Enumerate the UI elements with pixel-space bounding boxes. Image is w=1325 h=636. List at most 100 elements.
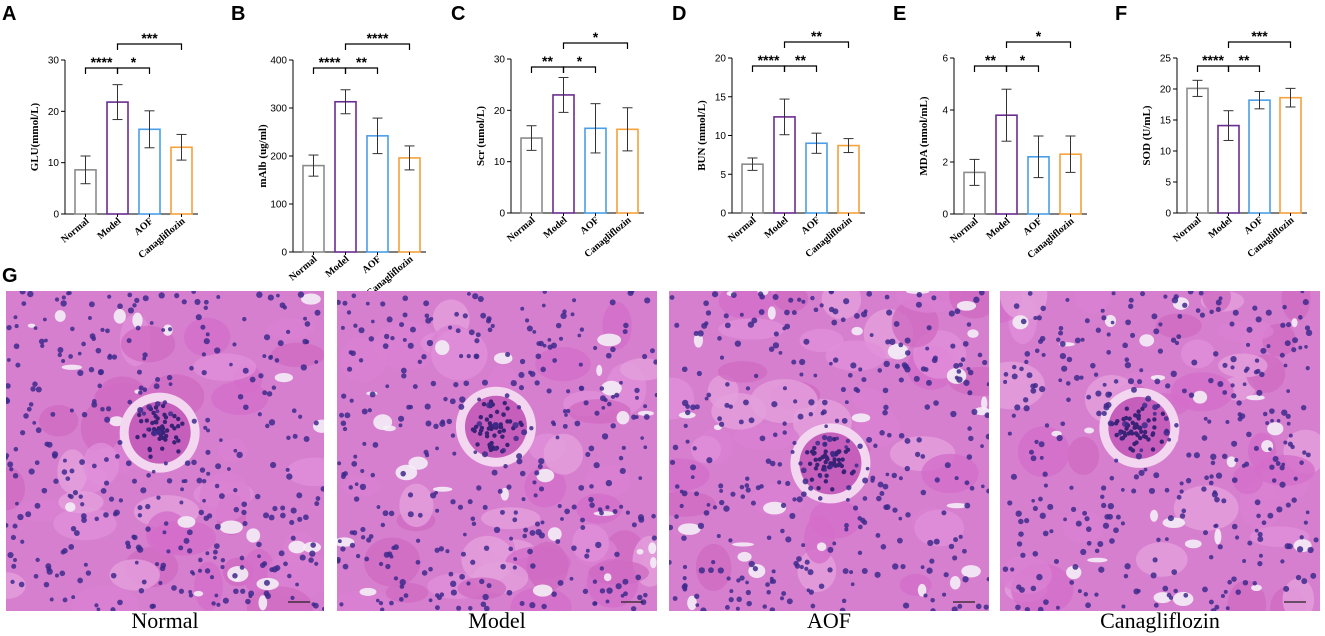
significance-bracket: **** xyxy=(751,52,786,72)
y-tick-label: 20 xyxy=(48,107,60,118)
category-label-normal: Normal xyxy=(1171,215,1203,245)
category-label-model: Model xyxy=(96,216,124,242)
y-tick-label: 100 xyxy=(270,200,287,211)
error-bar-normal xyxy=(80,155,91,185)
bar-aof xyxy=(1248,99,1271,214)
bar-model xyxy=(334,100,357,253)
y-tick-label: 5 xyxy=(720,170,726,181)
y-tick-label: 0 xyxy=(720,209,726,220)
significance-bracket: ** xyxy=(344,54,379,74)
histology-image-canagliflozin xyxy=(1000,291,1320,611)
panel-letter-f: F xyxy=(1115,3,1127,25)
error-bar-aof xyxy=(144,110,155,149)
y-tick-label: 400 xyxy=(270,56,287,67)
error-bar-aof xyxy=(1033,135,1044,179)
panel-letter-e: E xyxy=(893,3,906,25)
error-bar-canagliflozin xyxy=(843,138,854,154)
category-label-normal: Normal xyxy=(287,254,319,284)
significance-bracket: ** xyxy=(1227,52,1261,72)
y-tick-label: 0 xyxy=(281,248,287,259)
y-axis-label: GLU(mmol/L) xyxy=(29,102,41,171)
category-label-normal: Normal xyxy=(59,216,91,246)
error-bar-canagliflozin xyxy=(622,107,633,152)
error-bar-model xyxy=(779,98,790,136)
y-tick-label: 300 xyxy=(270,104,287,115)
bar-normal xyxy=(1186,87,1209,214)
y-tick-label: 25 xyxy=(1160,54,1172,65)
y-tick-label: 20 xyxy=(494,106,506,117)
y-tick-label: 0 xyxy=(1165,209,1171,220)
significance-label: * xyxy=(131,54,137,70)
y-tick-label: 6 xyxy=(942,54,948,65)
y-tick-label: 4 xyxy=(942,106,948,117)
y-tick-label: 5 xyxy=(1165,178,1171,189)
histology-caption-normal: Normal xyxy=(131,608,198,633)
significance-bracket: *** xyxy=(116,30,183,50)
category-label-model: Model xyxy=(542,215,570,241)
panel-letter-g: G xyxy=(2,265,18,287)
y-tick-label: 200 xyxy=(270,152,287,163)
significance-label: **** xyxy=(319,54,341,70)
y-axis-label: mAlb (ug/ml) xyxy=(257,124,269,188)
category-label-model: Model xyxy=(324,254,352,280)
error-bar-model xyxy=(558,76,569,113)
y-tick-label: 20 xyxy=(1160,85,1172,96)
category-label-aof: AOF xyxy=(132,216,155,238)
histology-caption-aof: AOF xyxy=(807,608,851,633)
histology-image-aof xyxy=(669,291,989,611)
y-axis-label: SOD (U/mL) xyxy=(1141,105,1153,166)
y-tick-label: 30 xyxy=(494,55,506,66)
significance-bracket: ** xyxy=(530,53,565,73)
significance-label: *** xyxy=(141,30,158,46)
error-bar-aof xyxy=(811,132,822,154)
category-label-normal: Normal xyxy=(948,216,980,246)
category-label-normal: Normal xyxy=(505,215,537,245)
y-tick-label: 10 xyxy=(494,157,506,168)
significance-label: *** xyxy=(1251,28,1268,44)
panel-letter-c: C xyxy=(451,3,465,25)
y-axis-label: BUN (mmol/L) xyxy=(696,100,708,171)
bar-canagliflozin xyxy=(837,144,860,214)
bar-canagliflozin xyxy=(1279,96,1302,214)
histology-caption-model: Model xyxy=(468,608,525,633)
error-bar-model xyxy=(1001,88,1012,142)
y-tick-label: 15 xyxy=(1160,116,1172,127)
error-bar-model xyxy=(340,89,351,115)
error-bar-normal xyxy=(526,125,537,151)
histology-image-normal xyxy=(6,291,324,611)
error-bar-model xyxy=(1223,110,1234,141)
panel-letter-b: B xyxy=(231,3,245,25)
significance-label: ** xyxy=(811,28,822,44)
bar-canagliflozin xyxy=(398,157,421,253)
error-bar-aof xyxy=(590,103,601,154)
significance-label: **** xyxy=(367,30,389,46)
significance-label: **** xyxy=(1202,52,1224,68)
significance-bracket: **** xyxy=(344,30,411,50)
category-label-aof: AOF xyxy=(1242,215,1265,237)
category-label-model: Model xyxy=(985,216,1013,242)
significance-label: * xyxy=(1036,28,1042,44)
y-tick-label: 0 xyxy=(942,210,948,221)
panel-letter-a: A xyxy=(2,3,16,25)
significance-bracket: *** xyxy=(1227,28,1292,48)
error-bar-aof xyxy=(372,117,383,155)
error-bar-normal xyxy=(747,157,758,171)
significance-bracket: * xyxy=(116,54,151,74)
error-bar-model xyxy=(112,84,123,121)
y-tick-label: 2 xyxy=(942,158,948,169)
error-bar-normal xyxy=(308,154,319,177)
y-tick-label: 20 xyxy=(715,54,727,65)
significance-label: * xyxy=(1020,52,1026,68)
significance-bracket: **** xyxy=(1196,52,1230,72)
significance-label: ** xyxy=(795,52,806,68)
error-bar-normal xyxy=(1192,79,1203,97)
category-label-model: Model xyxy=(763,215,791,241)
significance-label: * xyxy=(577,53,583,69)
significance-label: ** xyxy=(985,52,996,68)
